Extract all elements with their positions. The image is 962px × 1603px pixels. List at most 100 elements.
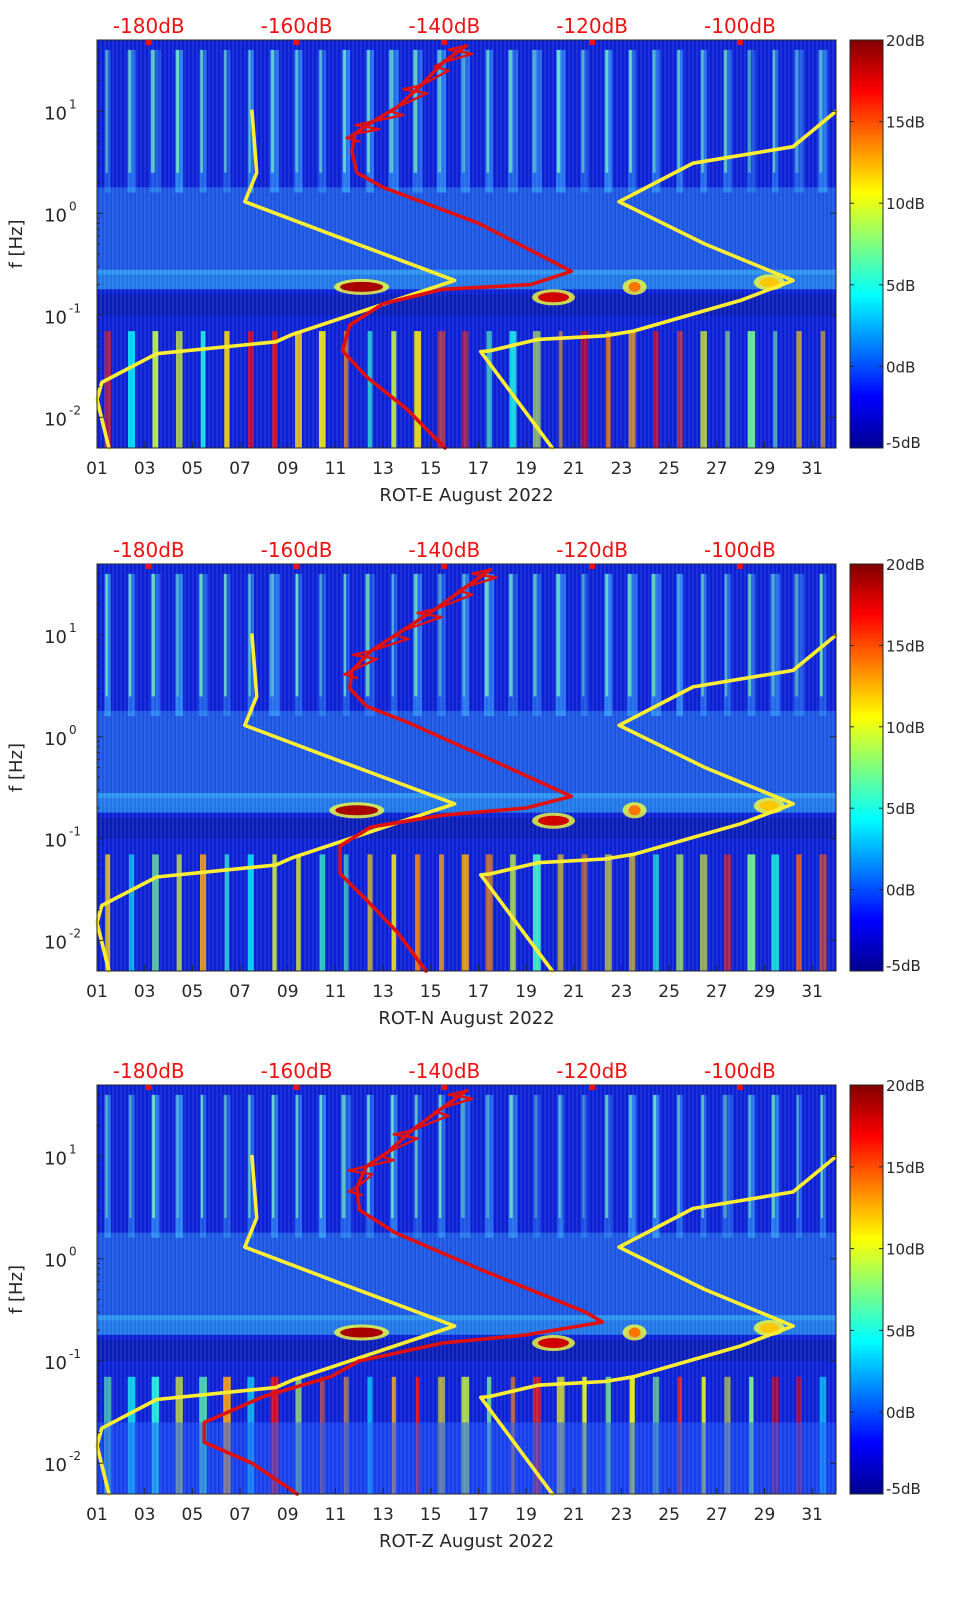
y-tick-exponent: -1: [69, 301, 81, 315]
top-axis-tick: [589, 1085, 596, 1090]
top-axis-tick: [736, 1085, 743, 1090]
colorbar-tick-label: 5dB: [886, 800, 915, 818]
x-tick-label: 09: [277, 1505, 299, 1525]
series-noise-model-low: [95, 1154, 457, 1496]
x-tick-label: 03: [134, 982, 156, 1002]
top-axis-label: -180dB: [113, 538, 185, 562]
top-axis-tick: [736, 40, 743, 45]
x-tick-label: 19: [515, 459, 537, 479]
x-axis-label: ROT-Z August 2022: [379, 1531, 554, 1552]
spectrogram-texture: [97, 1085, 836, 1494]
y-tick-label: 10: [44, 409, 67, 430]
y-tick-label: 10: [44, 627, 67, 648]
top-axis-tick: [589, 40, 596, 45]
y-axis-label: f [Hz]: [6, 743, 27, 792]
top-axis-tick: [145, 40, 152, 45]
band-4: [759, 800, 779, 811]
band-4: [759, 1323, 779, 1333]
x-tick-label: 11: [325, 982, 347, 1002]
x-tick-label: 31: [801, 1505, 823, 1525]
x-tick-label: 09: [277, 982, 299, 1002]
y-tick-label: 10: [44, 1455, 67, 1476]
y-tick-label: 10: [44, 1148, 67, 1169]
colorbar-tick-label: 15dB: [886, 114, 925, 132]
x-tick-label: 29: [754, 1505, 776, 1525]
colorbar-tick-label: -5dB: [886, 434, 921, 452]
top-axis-label: -160dB: [261, 538, 333, 562]
x-axis-label: ROT-E August 2022: [379, 485, 553, 506]
colorbar-gradient: [849, 563, 884, 972]
colorbar-tick-label: 0dB: [886, 358, 915, 376]
x-tick-label: 09: [277, 459, 299, 479]
x-tick-label: 25: [658, 459, 680, 479]
x-tick-label: 27: [706, 982, 728, 1002]
top-axis-tick: [145, 564, 152, 569]
x-tick-label: 03: [134, 459, 156, 479]
top-axis-label: -100dB: [704, 14, 776, 38]
colorbar-tick-label: 10dB: [886, 719, 925, 737]
series-station-median-spread: [345, 44, 474, 144]
band-2: [538, 815, 569, 826]
y-tick-label: 10: [44, 205, 67, 226]
series-noise-model-low: [95, 633, 457, 973]
x-tick-label: 11: [325, 1505, 347, 1525]
colorbar-tick-label: 20dB: [886, 1077, 925, 1095]
spectrogram-texture: [97, 564, 836, 971]
series-noise-model-high: [478, 633, 838, 973]
x-tick-label: 05: [182, 982, 204, 1002]
x-tick-label: 17: [468, 1505, 490, 1525]
x-tick-label: 15: [420, 459, 442, 479]
series-station-median-spread: [342, 568, 498, 680]
y-tick-label: 10: [44, 307, 67, 328]
x-tick-label: 19: [515, 982, 537, 1002]
top-axis-label: -120dB: [556, 1059, 628, 1083]
band-1: [340, 1327, 384, 1338]
top-axis-label: -160dB: [261, 14, 333, 38]
top-axis-tick: [293, 40, 300, 45]
colorbar-tick-label: 20dB: [886, 556, 925, 574]
spectrogram: [97, 1085, 836, 1494]
band-2: [538, 292, 569, 303]
x-tick-label: 07: [229, 459, 251, 479]
x-tick-label: 13: [372, 1505, 394, 1525]
top-axis-tick: [589, 564, 596, 569]
x-tick-label: 13: [372, 982, 394, 1002]
series-noise-model-high: [478, 109, 838, 450]
y-tick-label: 10: [44, 103, 67, 124]
x-tick-label: 07: [229, 1505, 251, 1525]
top-axis-label: -140dB: [408, 14, 480, 38]
top-axis-label: -160dB: [261, 1059, 333, 1083]
x-tick-label: 25: [658, 982, 680, 1002]
y-tick-exponent: 1: [69, 97, 77, 111]
colorbar-tick-label: 5dB: [886, 1322, 915, 1340]
series-noise-model-low: [95, 109, 457, 450]
x-tick-label: 21: [563, 1505, 585, 1525]
x-tick-label: 01: [86, 982, 108, 1002]
y-axis-label: f [Hz]: [6, 219, 27, 268]
x-tick-label: 27: [706, 1505, 728, 1525]
y-tick-exponent: 0: [69, 1245, 77, 1259]
colorbar-tick-label: 0dB: [886, 882, 915, 900]
y-tick-label: 10: [44, 831, 67, 852]
x-tick-label: 11: [325, 459, 347, 479]
x-tick-label: 23: [611, 1505, 633, 1525]
x-tick-label: 21: [563, 459, 585, 479]
band-3: [628, 1327, 641, 1338]
band-3: [628, 805, 641, 816]
top-axis-tick: [441, 40, 448, 45]
colorbar-gradient: [849, 1084, 884, 1495]
x-tick-label: 05: [182, 1505, 204, 1525]
colorbar-tick-label: 0dB: [886, 1404, 915, 1422]
x-tick-label: 25: [658, 1505, 680, 1525]
colorbar-tick-label: 10dB: [886, 1241, 925, 1259]
band-2: [538, 1338, 569, 1348]
colorbar-tick-label: 15dB: [886, 1159, 925, 1177]
x-tick-label: 03: [134, 1505, 156, 1525]
x-tick-label: 31: [801, 982, 823, 1002]
x-tick-label: 05: [182, 459, 204, 479]
y-axis-label: f [Hz]: [6, 1265, 27, 1314]
y-tick-exponent: 0: [69, 199, 77, 213]
